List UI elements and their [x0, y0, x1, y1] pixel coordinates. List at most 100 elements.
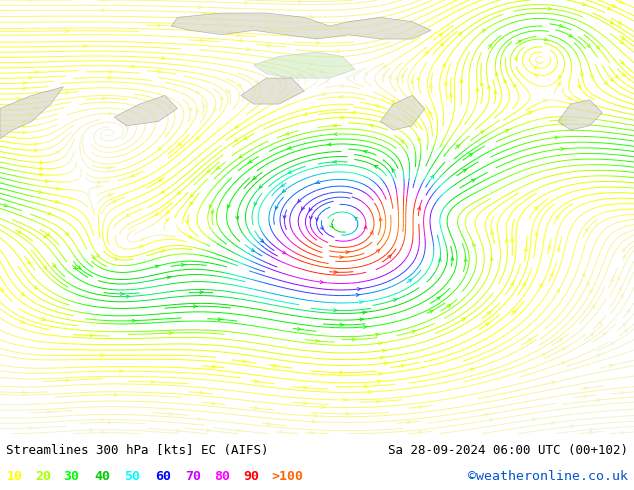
FancyArrowPatch shape: [602, 333, 606, 336]
FancyArrowPatch shape: [161, 250, 165, 253]
FancyArrowPatch shape: [242, 360, 247, 363]
FancyArrowPatch shape: [84, 45, 87, 48]
FancyArrowPatch shape: [218, 318, 222, 321]
Text: 20: 20: [35, 470, 51, 483]
FancyArrowPatch shape: [580, 73, 583, 76]
FancyArrowPatch shape: [169, 332, 173, 335]
FancyArrowPatch shape: [363, 150, 367, 153]
FancyArrowPatch shape: [393, 299, 398, 302]
FancyArrowPatch shape: [528, 112, 533, 115]
FancyArrowPatch shape: [489, 418, 493, 422]
FancyArrowPatch shape: [237, 83, 240, 87]
FancyArrowPatch shape: [320, 70, 325, 73]
FancyArrowPatch shape: [316, 42, 320, 45]
FancyArrowPatch shape: [619, 0, 623, 3]
FancyArrowPatch shape: [155, 213, 158, 216]
FancyArrowPatch shape: [559, 75, 562, 78]
FancyArrowPatch shape: [53, 264, 56, 268]
FancyArrowPatch shape: [610, 78, 613, 81]
FancyArrowPatch shape: [558, 82, 561, 86]
Text: 90: 90: [243, 470, 259, 483]
FancyArrowPatch shape: [65, 29, 69, 32]
FancyArrowPatch shape: [235, 138, 238, 141]
FancyArrowPatch shape: [281, 76, 284, 79]
FancyArrowPatch shape: [370, 231, 373, 234]
FancyArrowPatch shape: [586, 282, 589, 285]
FancyArrowPatch shape: [101, 9, 105, 12]
FancyArrowPatch shape: [333, 133, 337, 136]
FancyArrowPatch shape: [200, 39, 204, 42]
FancyArrowPatch shape: [333, 124, 337, 127]
FancyArrowPatch shape: [380, 356, 384, 359]
FancyArrowPatch shape: [470, 368, 475, 371]
FancyArrowPatch shape: [96, 254, 100, 257]
FancyArrowPatch shape: [437, 297, 440, 300]
FancyArrowPatch shape: [378, 342, 382, 345]
FancyArrowPatch shape: [65, 91, 70, 95]
FancyArrowPatch shape: [92, 256, 95, 259]
FancyArrowPatch shape: [627, 310, 630, 313]
FancyArrowPatch shape: [410, 120, 413, 123]
FancyArrowPatch shape: [325, 79, 328, 82]
FancyArrowPatch shape: [369, 124, 373, 127]
FancyArrowPatch shape: [287, 147, 292, 149]
FancyArrowPatch shape: [283, 216, 286, 219]
FancyArrowPatch shape: [212, 365, 216, 368]
FancyArrowPatch shape: [469, 153, 472, 156]
FancyArrowPatch shape: [504, 80, 507, 83]
FancyArrowPatch shape: [167, 210, 170, 214]
FancyArrowPatch shape: [542, 353, 546, 356]
FancyArrowPatch shape: [340, 256, 344, 259]
FancyArrowPatch shape: [612, 4, 616, 7]
FancyArrowPatch shape: [548, 7, 552, 10]
FancyArrowPatch shape: [29, 427, 33, 430]
FancyArrowPatch shape: [321, 92, 325, 96]
FancyArrowPatch shape: [561, 122, 566, 125]
FancyArrowPatch shape: [313, 420, 316, 423]
FancyArrowPatch shape: [401, 74, 404, 78]
FancyArrowPatch shape: [623, 248, 626, 251]
FancyArrowPatch shape: [120, 293, 124, 295]
FancyArrowPatch shape: [592, 305, 595, 308]
FancyArrowPatch shape: [236, 216, 239, 220]
FancyArrowPatch shape: [133, 319, 136, 322]
FancyArrowPatch shape: [534, 207, 538, 210]
FancyArrowPatch shape: [267, 422, 271, 425]
FancyArrowPatch shape: [557, 289, 559, 293]
FancyArrowPatch shape: [351, 111, 355, 114]
FancyArrowPatch shape: [220, 97, 223, 100]
FancyArrowPatch shape: [240, 39, 243, 42]
FancyArrowPatch shape: [141, 118, 145, 121]
FancyArrowPatch shape: [621, 294, 623, 297]
Polygon shape: [254, 52, 355, 78]
FancyArrowPatch shape: [364, 226, 367, 229]
FancyArrowPatch shape: [620, 41, 623, 44]
FancyArrowPatch shape: [168, 105, 171, 108]
FancyArrowPatch shape: [567, 97, 571, 99]
FancyArrowPatch shape: [309, 208, 312, 211]
FancyArrowPatch shape: [200, 391, 204, 394]
FancyArrowPatch shape: [261, 239, 264, 242]
FancyArrowPatch shape: [339, 96, 343, 98]
FancyArrowPatch shape: [316, 25, 320, 28]
FancyArrowPatch shape: [589, 428, 593, 431]
FancyArrowPatch shape: [119, 369, 123, 373]
FancyArrowPatch shape: [273, 29, 277, 32]
FancyArrowPatch shape: [311, 63, 315, 66]
FancyArrowPatch shape: [476, 88, 479, 91]
FancyArrowPatch shape: [108, 193, 111, 196]
FancyArrowPatch shape: [178, 191, 181, 195]
FancyArrowPatch shape: [39, 191, 42, 194]
FancyArrowPatch shape: [537, 62, 540, 66]
FancyArrowPatch shape: [464, 258, 467, 262]
FancyArrowPatch shape: [535, 74, 538, 77]
FancyArrowPatch shape: [155, 265, 160, 268]
FancyArrowPatch shape: [303, 386, 307, 389]
FancyArrowPatch shape: [559, 339, 562, 342]
FancyArrowPatch shape: [103, 0, 107, 1]
FancyArrowPatch shape: [359, 301, 363, 304]
FancyArrowPatch shape: [299, 73, 302, 76]
FancyArrowPatch shape: [430, 310, 433, 313]
Text: ©weatheronline.co.uk: ©weatheronline.co.uk: [468, 470, 628, 483]
FancyArrowPatch shape: [512, 311, 515, 314]
